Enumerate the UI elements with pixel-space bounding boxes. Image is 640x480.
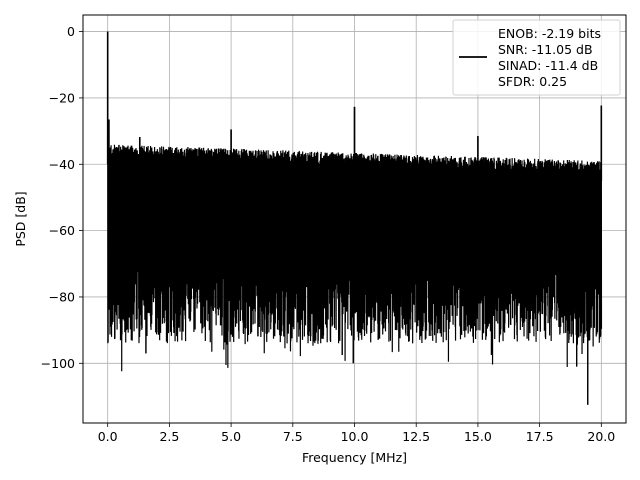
- x-axis-label: Frequency [MHz]: [302, 450, 407, 465]
- x-tick-label: 0.0: [98, 429, 118, 444]
- y-tick-label: −100: [41, 356, 75, 371]
- y-tick-label: −20: [49, 90, 75, 105]
- x-tick-label: 12.5: [402, 429, 430, 444]
- x-tick-label: 7.5: [283, 429, 303, 444]
- legend-label-sinad: SINAD: -11.4 dB: [498, 58, 598, 73]
- legend[interactable]: ENOB: -2.19 bits SNR: -11.05 dB SINAD: -…: [452, 19, 621, 96]
- psd-series: [106, 31, 603, 405]
- legend-label-snr: SNR: -11.05 dB: [498, 42, 593, 57]
- y-axis-label: PSD [dB]: [13, 191, 28, 246]
- y-tick-label: −80: [49, 289, 75, 304]
- x-tick-label: 20.0: [587, 429, 615, 444]
- y-tick-label: −40: [49, 157, 75, 172]
- legend-label-sfdr: SFDR: 0.25: [498, 74, 567, 89]
- x-tick-label: 10.0: [341, 429, 369, 444]
- x-tick-label: 5.0: [221, 429, 241, 444]
- x-tick-label: 2.5: [159, 429, 179, 444]
- legend-box: [452, 19, 621, 96]
- y-tick-label: 0: [67, 24, 75, 39]
- y-tick-label: −60: [49, 223, 75, 238]
- x-tick-label: 17.5: [526, 429, 554, 444]
- axis-ticks: 0.0 2.5 5.0 7.5 10.0 12.5 15.0 17.5 20.0 0 −20 −40 −…: [41, 24, 616, 444]
- legend-label-enob: ENOB: -2.19 bits: [498, 26, 601, 41]
- x-tick-label: 15.0: [464, 429, 492, 444]
